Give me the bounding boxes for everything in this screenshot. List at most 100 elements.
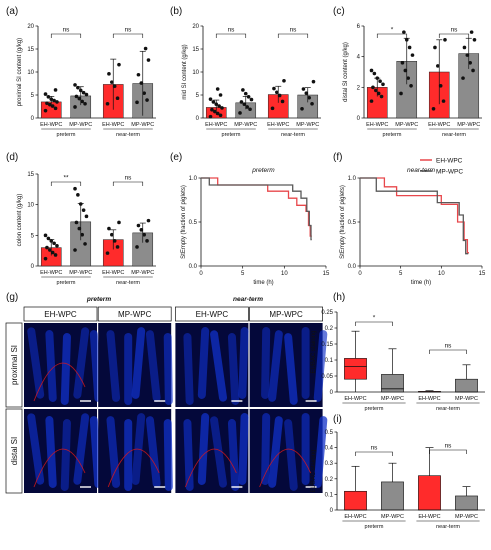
data-point xyxy=(49,239,54,243)
panel-label: (g) xyxy=(6,292,18,303)
data-point xyxy=(81,208,86,212)
y-tick-label: 10 xyxy=(27,203,34,209)
x-tick-label: 0 xyxy=(199,271,203,277)
data-point xyxy=(208,114,213,119)
significance-label: ns xyxy=(445,343,453,350)
x-tick-label: 15 xyxy=(323,271,330,277)
x-tick-label: EH-WPC xyxy=(428,122,450,128)
box xyxy=(418,475,441,511)
data-point xyxy=(112,84,117,89)
data-point xyxy=(107,226,111,231)
row-header-box xyxy=(5,408,23,494)
x-tick-label: MP-WPC xyxy=(395,122,418,128)
group-title: near-term xyxy=(233,296,263,303)
villus-shape xyxy=(261,327,271,399)
data-point xyxy=(379,94,384,99)
series-line xyxy=(201,177,312,237)
significance-label: ns xyxy=(125,175,133,182)
data-point xyxy=(139,81,144,85)
data-point xyxy=(73,105,77,109)
x-tick-label: 15 xyxy=(479,271,486,277)
significance-bracket xyxy=(376,33,408,38)
data-point xyxy=(80,232,84,237)
villus-shape xyxy=(106,330,121,402)
y-tick-label: 10 xyxy=(27,70,34,76)
data-point xyxy=(73,186,77,191)
data-point xyxy=(83,101,87,106)
data-point xyxy=(53,106,58,111)
x-tick-label: EH-WPC xyxy=(40,122,62,128)
group-label: near-term xyxy=(281,132,305,138)
x-tick-label: 5 xyxy=(399,271,403,277)
column-header: EH-WPC xyxy=(44,310,77,319)
significance-bracket xyxy=(215,33,247,38)
y-axis-label: EUBAC staining xyxy=(311,449,317,492)
data-point xyxy=(49,97,54,101)
data-point xyxy=(80,99,84,104)
y-axis-label: mid SI content (g/kg) xyxy=(182,44,188,99)
data-point xyxy=(76,85,80,90)
data-point xyxy=(43,233,48,238)
villus-shape xyxy=(284,333,298,405)
group-label: near-term xyxy=(442,132,466,138)
data-point xyxy=(402,30,406,34)
bar-chart-c: (c) 0 2 4 6 distal SI content (g/kg) EH-WPC MP-… xyxy=(333,6,482,138)
x-tick-label: EH-WPC xyxy=(344,396,366,402)
x-tick-label: EH-WPC xyxy=(344,514,366,520)
data-point xyxy=(436,64,440,68)
villus-shape xyxy=(268,416,283,488)
y-tick-label: 0.1 xyxy=(325,492,334,498)
y-axis-label: colon content (g/kg) xyxy=(17,194,23,247)
villus-shape xyxy=(27,327,45,399)
data-point xyxy=(145,239,149,243)
data-point xyxy=(217,104,221,108)
data-point xyxy=(136,72,141,77)
data-point xyxy=(246,95,251,99)
data-point xyxy=(117,62,121,67)
data-point xyxy=(81,90,86,95)
y-tick-label: 15 xyxy=(27,172,34,178)
data-point xyxy=(52,98,56,103)
column-header: EH-WPC xyxy=(196,310,229,319)
y-tick-label: 20 xyxy=(192,24,199,30)
y-tick-label: 0.5 xyxy=(189,220,198,226)
data-point xyxy=(311,79,316,84)
y-axis-label: proximal SI content (g/kg) xyxy=(17,38,23,106)
data-point xyxy=(431,107,436,111)
y-axis-label: StEmpty (fraction of piglets) xyxy=(340,185,346,259)
significance-bracket xyxy=(438,33,470,38)
column-header: MP-WPC xyxy=(269,310,303,319)
villus-shape xyxy=(210,330,227,402)
panel-label: (a) xyxy=(6,6,18,17)
data-point xyxy=(84,214,89,219)
series-line xyxy=(360,177,469,254)
villus-shape xyxy=(238,327,249,399)
villus-shape xyxy=(183,333,194,405)
x-tick-label: MP-WPC xyxy=(381,396,404,402)
x-tick-label: MP-WPC xyxy=(381,514,404,520)
villus-shape xyxy=(106,416,121,488)
data-point xyxy=(146,58,151,62)
series-line xyxy=(360,177,469,255)
data-point xyxy=(270,106,275,111)
data-point xyxy=(400,61,405,65)
y-tick-label: 0 xyxy=(196,116,200,122)
villus-shape xyxy=(197,327,210,399)
data-point xyxy=(301,87,306,91)
panel-label: (b) xyxy=(170,6,182,17)
data-point xyxy=(55,100,59,104)
villus-shape xyxy=(301,327,310,399)
data-point xyxy=(45,245,49,250)
y-tick-label: 0.05 xyxy=(321,374,333,380)
x-tick-label: 5 xyxy=(241,271,245,277)
x-tick-label: MP-WPC xyxy=(296,122,319,128)
y-tick-label: 6 xyxy=(357,24,361,30)
data-point xyxy=(272,86,276,91)
data-point xyxy=(78,202,83,206)
significance-bracket xyxy=(355,321,393,326)
data-point xyxy=(369,68,374,73)
data-point xyxy=(45,101,49,106)
y-tick-label: 5 xyxy=(31,93,35,99)
x-tick-label: EH-WPC xyxy=(418,396,440,402)
y-axis-label: EUBAC staining xyxy=(311,330,317,373)
